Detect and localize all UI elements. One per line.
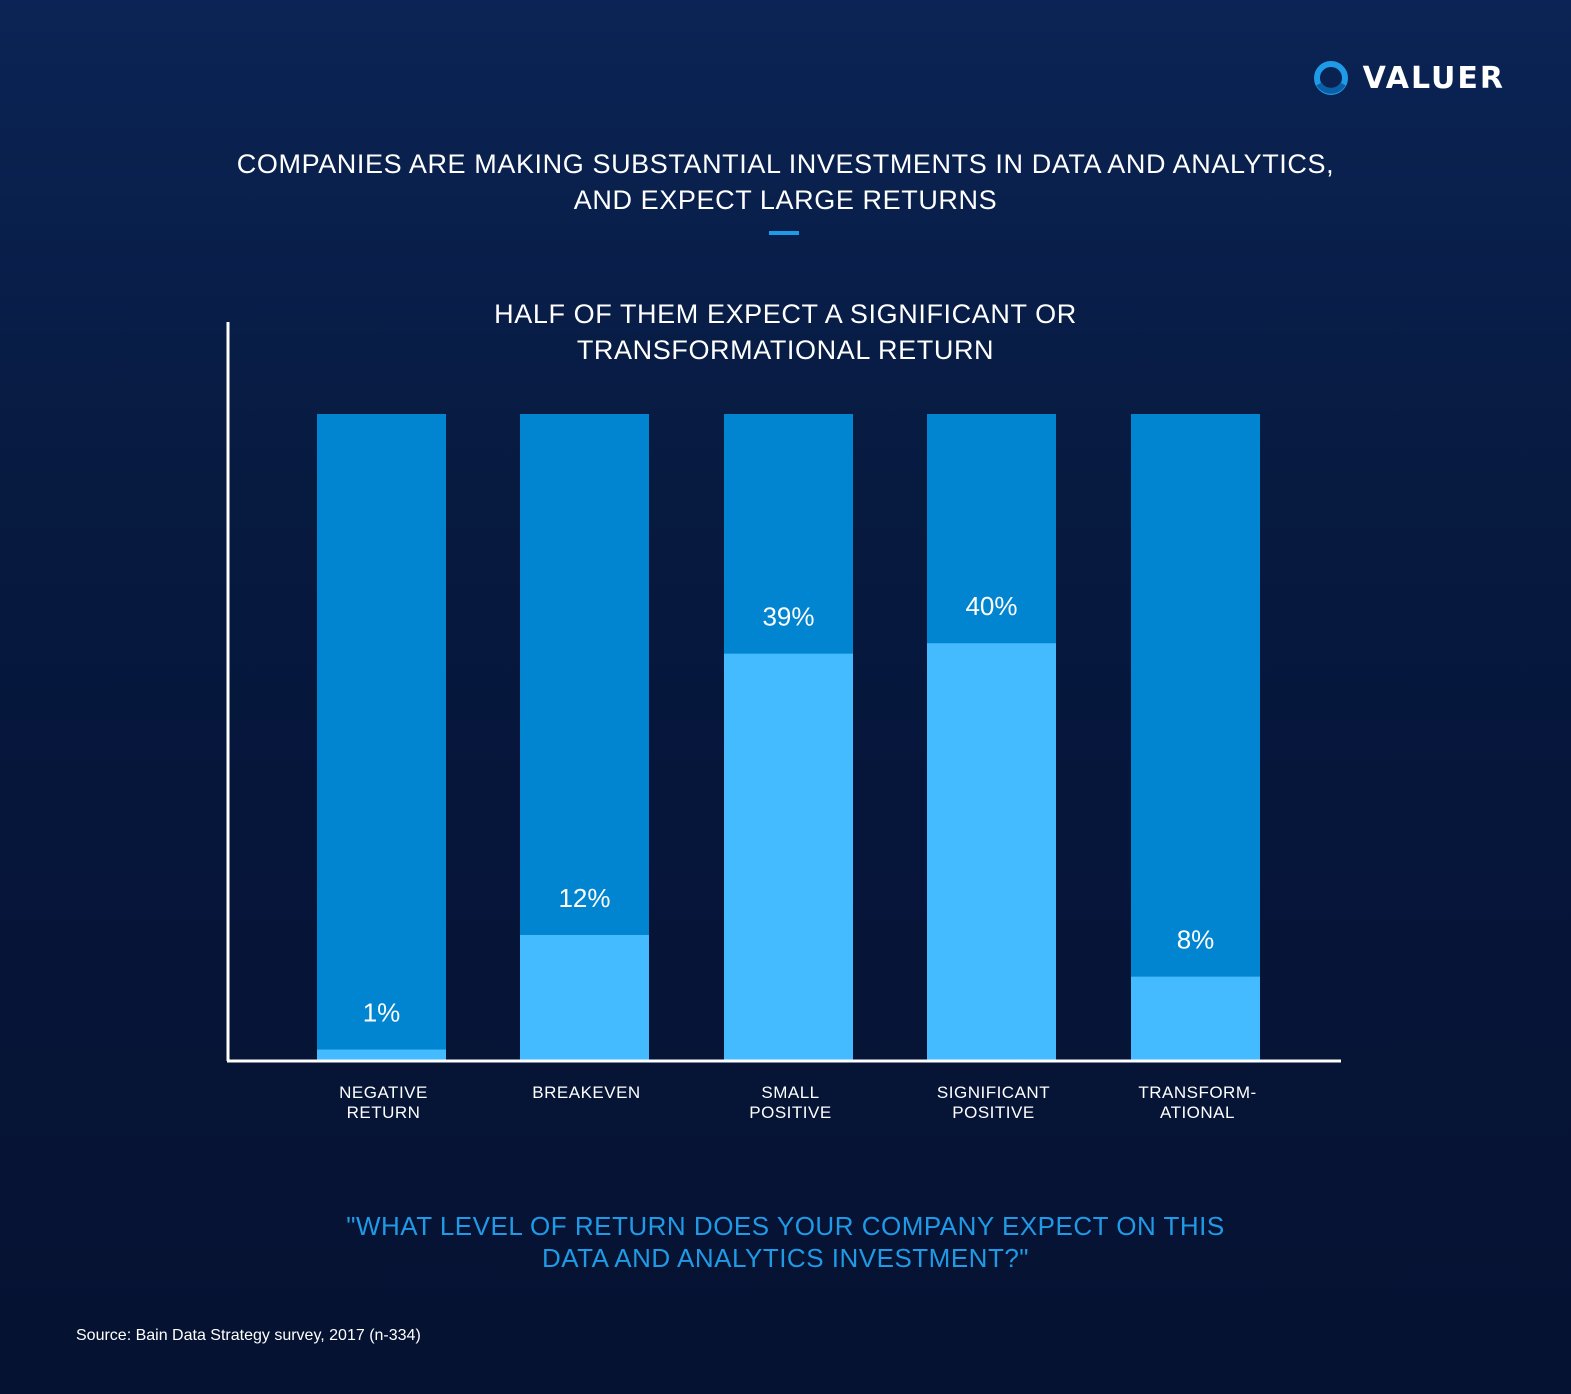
bar bbox=[927, 643, 1056, 1060]
tick-label: RETURN bbox=[347, 1103, 421, 1122]
data-label: 39% bbox=[762, 602, 814, 632]
data-label: 40% bbox=[965, 591, 1017, 621]
tick-label: POSITIVE bbox=[952, 1103, 1034, 1122]
page-title: COMPANIES ARE MAKING SUBSTANTIAL INVESTM… bbox=[236, 149, 1335, 215]
tick-label: SMALL bbox=[761, 1083, 819, 1102]
bar bbox=[317, 1049, 446, 1060]
tick-label: ATIONAL bbox=[1160, 1103, 1235, 1122]
source-note: Source: Bain Data Strategy survey, 2017 … bbox=[76, 1327, 421, 1344]
bar bbox=[520, 934, 649, 1060]
tick-label: SIGNIFICANT bbox=[937, 1083, 1050, 1102]
data-label: 12% bbox=[558, 883, 610, 913]
tick-label: TRANSFORM- bbox=[1138, 1083, 1256, 1102]
tick-label: NEGATIVE bbox=[339, 1083, 428, 1102]
survey-question: "WHAT LEVEL OF RETURN DOES YOUR COMPANY … bbox=[346, 1211, 1225, 1273]
data-label: 8% bbox=[1177, 925, 1215, 955]
tick-label: POSITIVE bbox=[749, 1103, 831, 1122]
bar-background bbox=[317, 414, 446, 1060]
bar-background bbox=[1131, 414, 1260, 1060]
bar bbox=[1131, 976, 1260, 1060]
bar bbox=[724, 653, 853, 1060]
tick-label: BREAKEVEN bbox=[532, 1083, 640, 1102]
brand-name: VALUER bbox=[1362, 60, 1505, 96]
data-label: 1% bbox=[363, 998, 401, 1028]
valuer-logo: VALUER bbox=[1311, 58, 1505, 98]
title-accent-rule bbox=[769, 231, 799, 235]
chart-title: HALF OF THEM EXPECT A SIGNIFICANT OR TRA… bbox=[494, 299, 1077, 365]
valuer-ring-icon bbox=[1313, 61, 1348, 95]
